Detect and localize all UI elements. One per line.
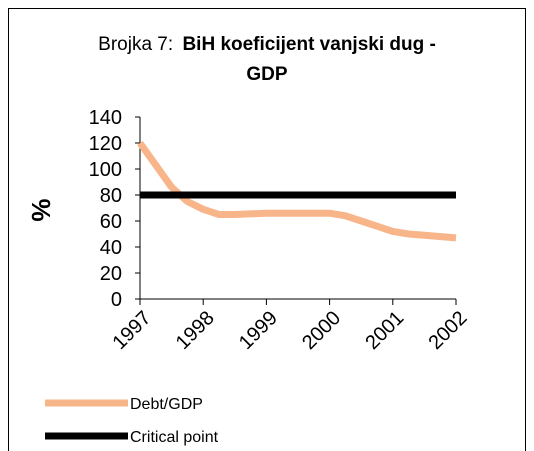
- x-tick-label: 2002: [425, 307, 472, 354]
- y-tick-label: 140: [89, 107, 122, 129]
- x-tick-label: 1999: [235, 307, 282, 354]
- y-tick-label: 120: [89, 133, 122, 155]
- legend-label: Critical point: [130, 429, 219, 446]
- y-tick-label: 100: [89, 159, 122, 181]
- y-tick-label: 20: [100, 263, 122, 285]
- x-tick-label: 2000: [298, 307, 345, 354]
- title-prefix: Brojka 7:: [98, 34, 173, 55]
- title-main: BiH koeficijent vanjski dug -: [182, 34, 435, 55]
- legend-label: Debt/GDP: [130, 396, 203, 413]
- y-axis-label: %: [26, 198, 56, 221]
- y-tick-label: 40: [100, 237, 122, 259]
- y-tick-label: 0: [111, 289, 122, 311]
- title-line-2: GDP: [246, 64, 288, 85]
- y-tick-label: 60: [100, 211, 122, 233]
- chart-title: Brojka 7: BiH koeficijent vanjski dug -: [98, 34, 436, 55]
- x-tick-label: 1997: [109, 307, 156, 354]
- x-tick-label: 1998: [172, 307, 219, 354]
- series-line: [137, 140, 457, 242]
- chart-border: [8, 8, 526, 451]
- x-tick-label: 2001: [361, 307, 408, 354]
- y-tick-label: 80: [100, 185, 122, 207]
